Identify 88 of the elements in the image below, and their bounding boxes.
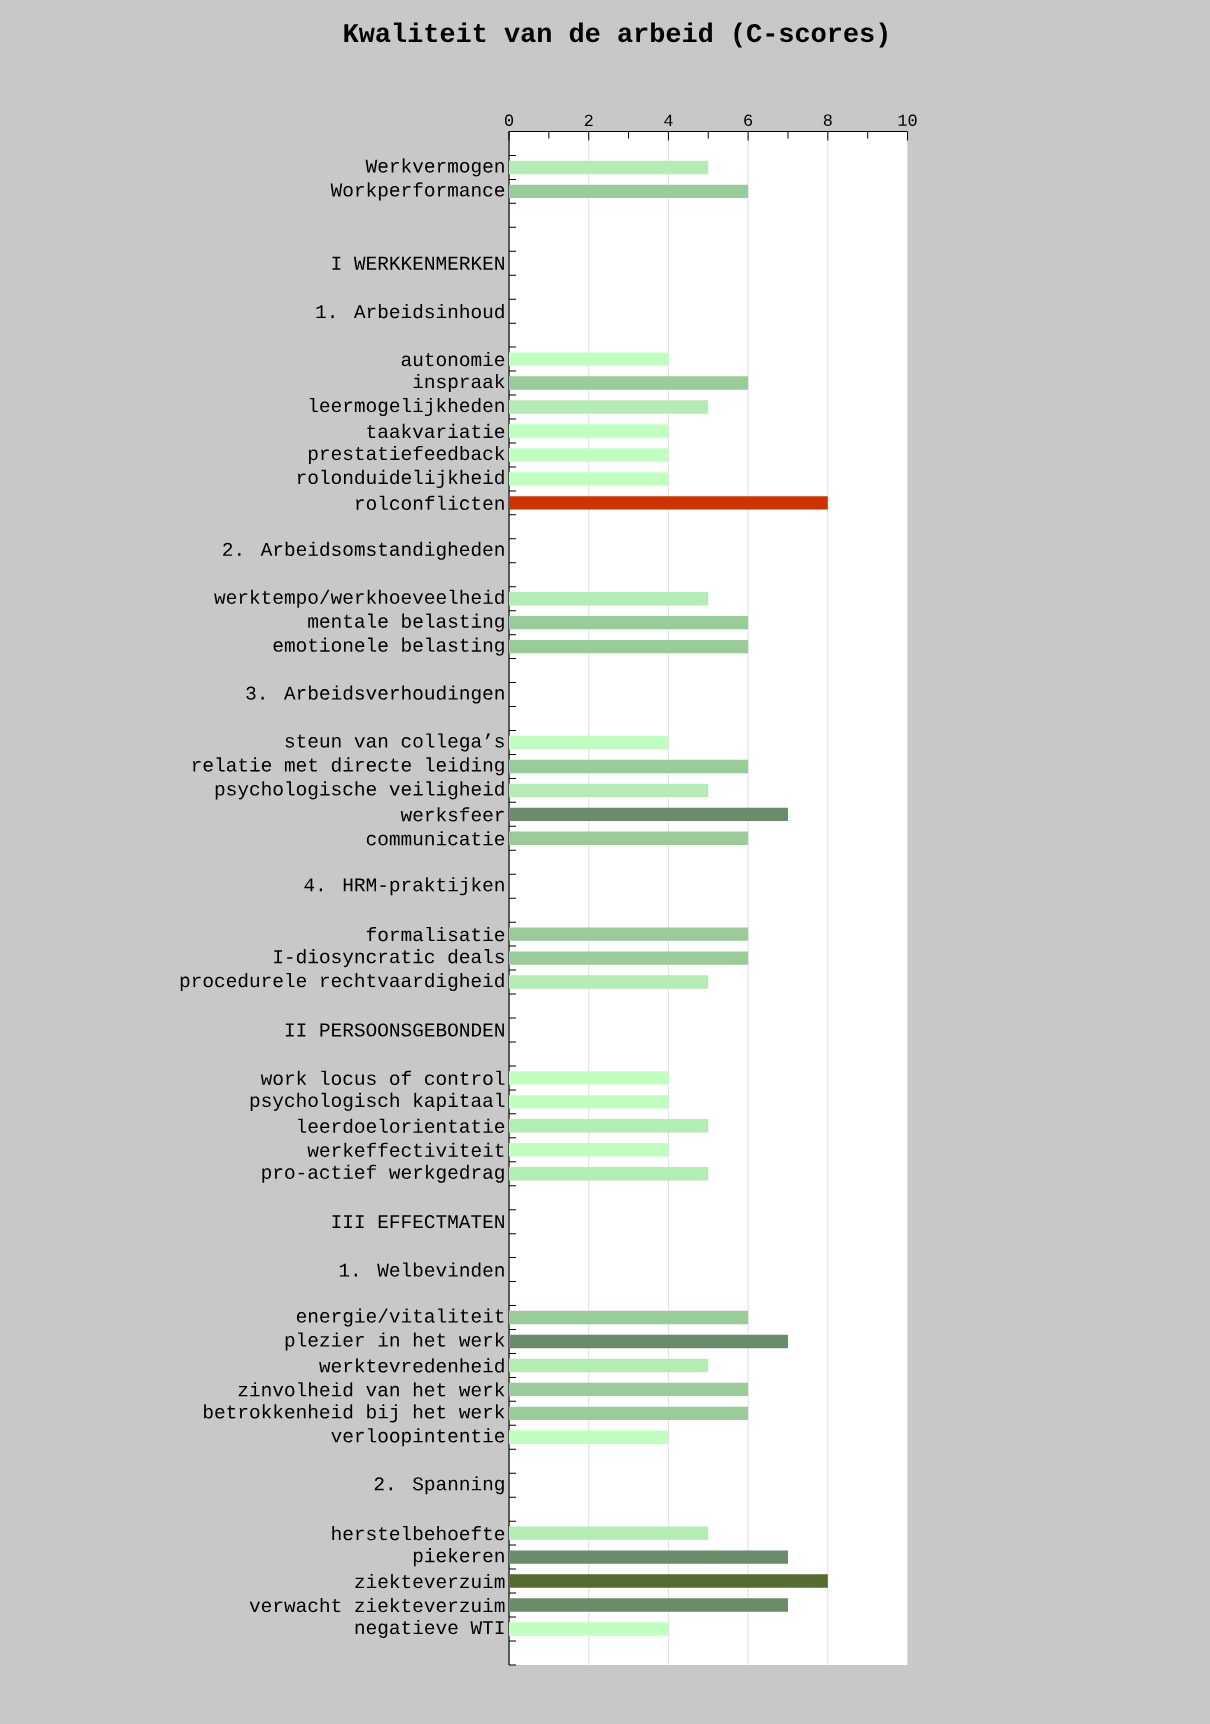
bar bbox=[509, 1430, 669, 1445]
bar bbox=[509, 1574, 828, 1588]
bar bbox=[509, 783, 709, 798]
y-tick-label: negatieve WTI bbox=[355, 1619, 504, 1639]
bar bbox=[509, 615, 749, 630]
y-tick-label: piekeren bbox=[413, 1548, 504, 1567]
bar bbox=[509, 975, 709, 989]
bar bbox=[509, 807, 788, 822]
y-tick-label: 2. Spanning bbox=[374, 1476, 504, 1495]
y-tick-label: steun van collega’s bbox=[285, 733, 504, 752]
y-tick-label: mentale belasting bbox=[308, 613, 504, 632]
y-tick-label: energie/vitaliteit bbox=[296, 1308, 504, 1327]
y-tick-label: psychologisch kapitaal bbox=[250, 1092, 505, 1111]
bar bbox=[509, 951, 749, 965]
y-tick-label: taakvariatie bbox=[367, 423, 505, 439]
y-tick-label: II PERSOONSGEBONDEN bbox=[285, 1023, 504, 1037]
bar bbox=[509, 1622, 669, 1636]
bar bbox=[509, 472, 669, 486]
y-tick-label: werktempo/werkhoeveelheid bbox=[214, 589, 504, 608]
bar bbox=[509, 352, 669, 366]
bar bbox=[509, 639, 749, 654]
bar bbox=[509, 927, 749, 941]
y-tick-label: III EFFECTMATEN bbox=[332, 1215, 504, 1229]
y-tick-label: 4. HRM-praktijken bbox=[304, 877, 504, 896]
y-tick-label: werksfeer bbox=[400, 807, 504, 822]
y-tick-label: werkeffectiviteit bbox=[307, 1142, 504, 1157]
bar bbox=[509, 184, 749, 199]
bar bbox=[509, 1526, 709, 1540]
bar bbox=[509, 831, 749, 846]
bar bbox=[509, 1550, 788, 1564]
y-tick-label: verwacht ziekteverzuim bbox=[249, 1597, 505, 1613]
y-tick-label: werktevredenheid bbox=[319, 1358, 504, 1373]
y-tick-label: Werkvermogen bbox=[365, 158, 504, 177]
y-tick-label: rolconflicten bbox=[356, 495, 504, 510]
bar bbox=[509, 160, 709, 175]
y-tick-label: autonomie bbox=[401, 351, 505, 367]
bar bbox=[509, 376, 749, 390]
y-tick-label: 1. Arbeidsinhoud bbox=[316, 304, 504, 319]
y-tick-label: procedurele rechtvaardigheid bbox=[180, 973, 504, 992]
y-tick-label: psychologische veiligheid bbox=[215, 781, 504, 800]
y-tick-label: formalisatie bbox=[366, 927, 505, 942]
y-tick-label: leermogelijkheden bbox=[309, 397, 504, 417]
y-tick-label: inspraak bbox=[413, 374, 505, 393]
x-tick-label: 6 bbox=[744, 114, 753, 126]
y-tick-label: zinvolheid van het werk bbox=[238, 1382, 505, 1397]
bar bbox=[509, 735, 669, 750]
y-tick-label: pro-actief werkgedrag bbox=[262, 1164, 504, 1183]
bar bbox=[509, 1406, 749, 1421]
y-tick-label: verloopintentie bbox=[331, 1428, 505, 1447]
x-tick-label: 10 bbox=[898, 114, 917, 126]
y-tick-label: I-diosyncratic deals bbox=[274, 949, 504, 968]
bar bbox=[509, 1071, 669, 1085]
y-tick-label: leerdoelorientatie bbox=[298, 1118, 505, 1133]
y-tick-label: betrokkenheid bij het werk bbox=[204, 1404, 505, 1423]
bar bbox=[509, 424, 669, 438]
y-tick-label: rolonduidelijkheid bbox=[297, 469, 504, 488]
y-tick-label: 1. Welbevinden bbox=[339, 1262, 504, 1277]
y-tick-label: communicatie bbox=[366, 831, 505, 846]
y-tick-label: emotionele belasting bbox=[273, 637, 504, 656]
y-tick-label: ziekteverzuim bbox=[355, 1573, 505, 1589]
y-tick-label: plezier in het werk bbox=[285, 1332, 505, 1351]
bar bbox=[509, 592, 709, 606]
x-tick-label: 2 bbox=[584, 114, 593, 126]
bar bbox=[509, 400, 709, 414]
bar bbox=[509, 1334, 788, 1349]
x-tick-label: 4 bbox=[664, 114, 673, 126]
y-tick-label: 2. Arbeidsomstandigheden bbox=[223, 541, 504, 560]
y-tick-label: I WERKKENMERKEN bbox=[332, 256, 504, 270]
bar bbox=[509, 496, 828, 510]
bar bbox=[509, 759, 749, 774]
y-tick-label: 3. Arbeidsverhoudingen bbox=[246, 685, 504, 704]
y-tick-label: prestatiefeedback bbox=[309, 445, 505, 464]
bar bbox=[509, 1598, 788, 1612]
y-tick-label: herstelbehoefte bbox=[332, 1526, 505, 1541]
bar bbox=[509, 448, 669, 462]
x-tick-label: 0 bbox=[504, 114, 514, 126]
y-tick-label: work locus of control bbox=[260, 1070, 505, 1086]
bar bbox=[509, 1358, 709, 1373]
y-tick-label: Workperformance bbox=[330, 182, 505, 201]
bar bbox=[509, 1382, 749, 1397]
chart-title: Kwaliteit van de arbeid (C-scores) bbox=[344, 22, 887, 48]
bar bbox=[509, 1119, 709, 1133]
bar bbox=[509, 1310, 749, 1325]
bar bbox=[509, 1095, 669, 1109]
x-tick-label: 8 bbox=[823, 114, 832, 126]
bar bbox=[509, 1167, 709, 1181]
y-tick-label: relatie met directe leiding bbox=[193, 757, 504, 776]
bar bbox=[509, 1143, 669, 1157]
